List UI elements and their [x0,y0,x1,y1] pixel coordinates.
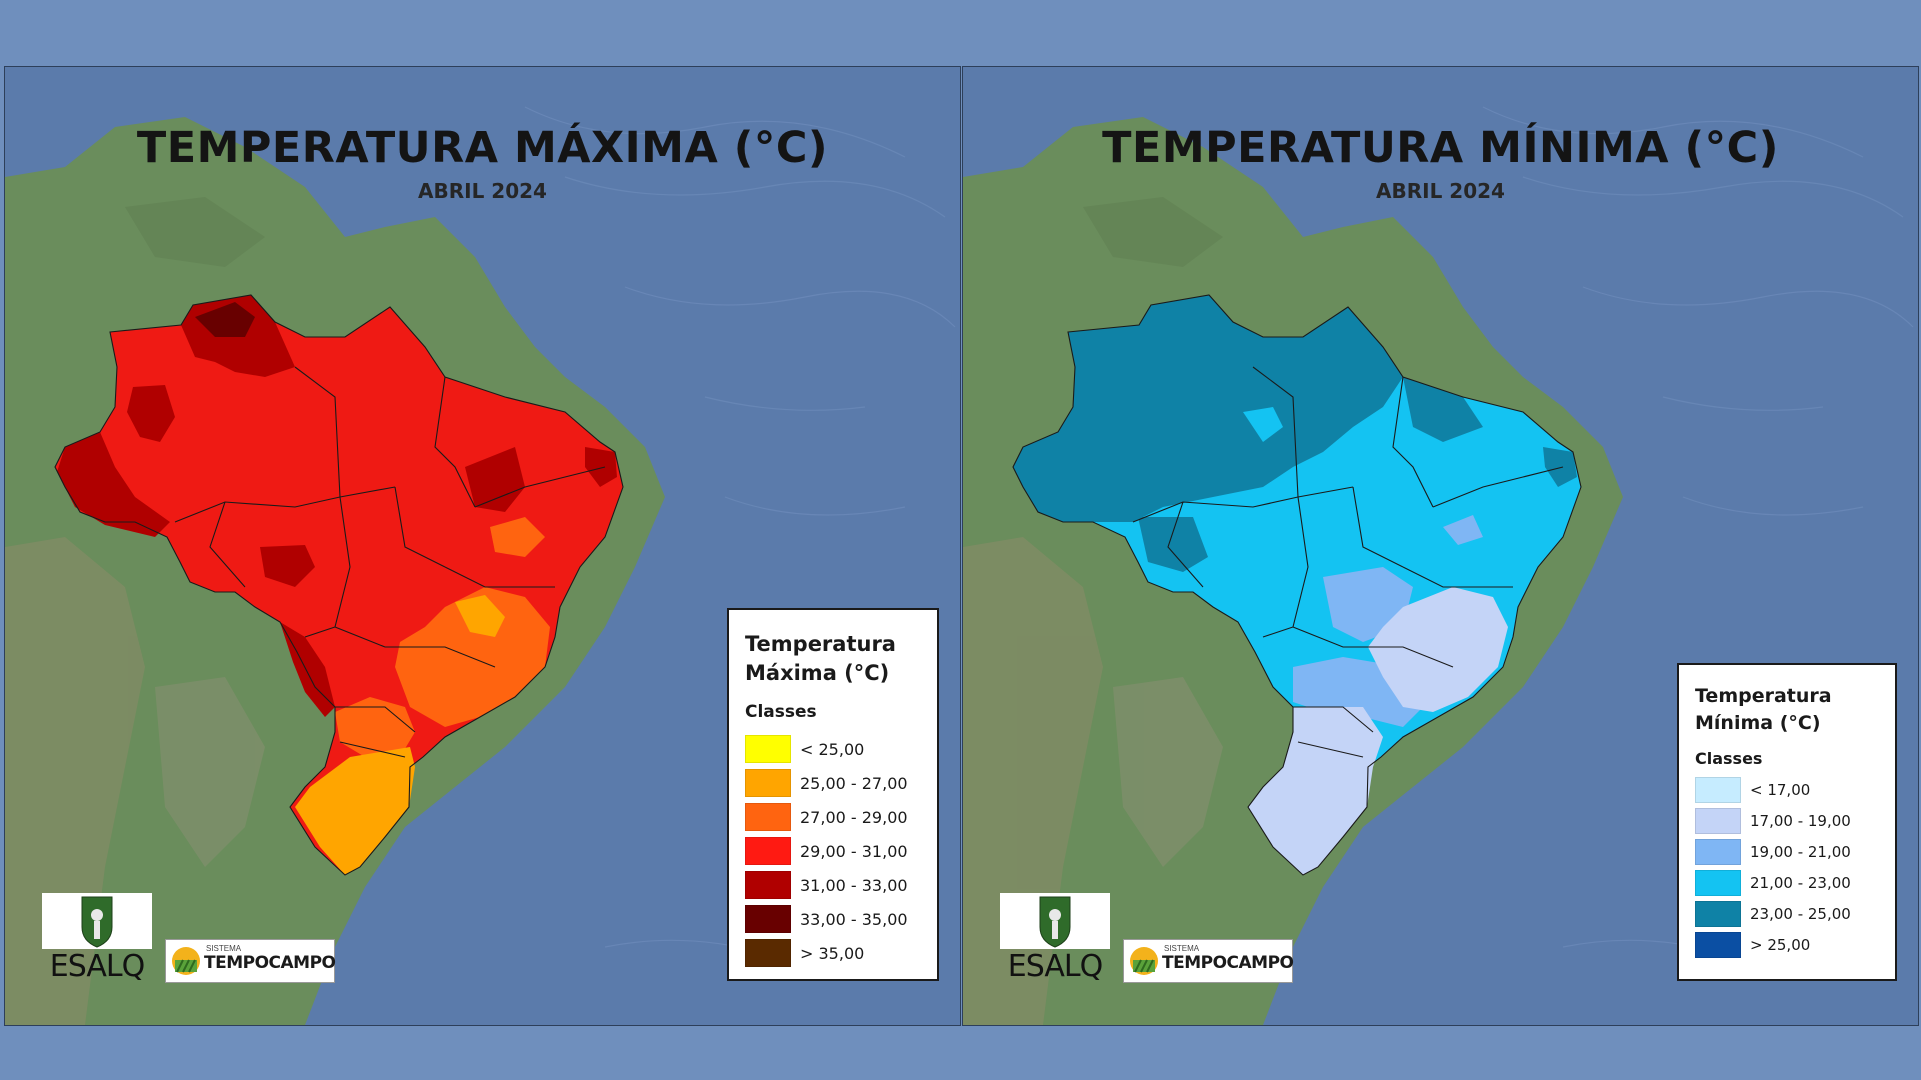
map-subtitle: ABRIL 2024 [418,179,547,203]
legend-label: 31,00 - 33,00 [800,875,908,895]
legend-label: > 25,00 [1750,935,1811,954]
legend-title-line2: Mínima (°C) [1695,712,1821,734]
legend-item: 33,00 - 35,00 [745,902,923,936]
esalq-shield-icon [42,893,152,949]
esalq-wordmark: ESALQ [1007,949,1103,984]
legend-classes-label: Classes [1695,749,1763,768]
legend-item: > 35,00 [745,936,923,970]
terrain-shading [963,197,1223,1025]
region-31-33-coast [585,447,617,487]
legend-swatch [745,837,791,865]
region-17-19-south [1248,707,1383,875]
legend-swatch [1695,900,1741,927]
legend-swatch [745,735,791,763]
legend-label: 33,00 - 35,00 [800,909,908,929]
legend-swatch [1695,838,1741,865]
legend-title-line1: Temperatura [1695,685,1832,707]
region-25-27-minas [455,595,505,637]
map-panel-max: TEMPERATURA MÁXIMA (°C) ABRIL 2024 Tempe… [4,66,961,1026]
map-subtitle: ABRIL 2024 [1376,179,1505,203]
legend-item: 23,00 - 25,00 [1695,898,1881,929]
legend-swatch [745,769,791,797]
legend-swatch [1695,869,1741,896]
legend-label: < 17,00 [1750,780,1811,799]
brazil-classes [1013,295,1581,875]
map-title: TEMPERATURA MÍNIMA (°C) [1102,123,1779,173]
legend-item: 25,00 - 27,00 [745,766,923,800]
region-27-29-southeast [395,587,550,727]
tempocampo-sistema-label: SISTEMA [206,944,242,953]
tempocampo-sistema-label: SISTEMA [1164,944,1200,953]
map-panel-min: TEMPERATURA MÍNIMA (°C) ABRIL 2024 Tempe… [962,66,1919,1026]
legend-title-line2: Máxima (°C) [745,661,890,685]
tempocampo-wordmark: TEMPOCAMPO [1162,953,1294,973]
legend-swatch [1695,931,1741,958]
legend-swatch [745,905,791,933]
legend-title-line1: Temperatura [745,632,896,656]
region-25-27-south [295,747,415,875]
legend-label: < 25,00 [800,739,865,759]
legend-item: 29,00 - 31,00 [745,834,923,868]
legend-item: 21,00 - 23,00 [1695,867,1881,898]
region-17-19-southeast [1368,587,1508,712]
terrain-shading [5,197,265,1025]
region-27-29-south [335,697,415,757]
esalq-wordmark: ESALQ [49,949,145,984]
tempocampo-icon [172,947,200,975]
legend-swatch [745,939,791,967]
tempocampo-logo: SISTEMA TEMPOCAMPO [1123,939,1294,983]
legend-label: 17,00 - 19,00 [1750,811,1851,830]
legend-swatch [745,871,791,899]
region-31-33-northeast [465,447,525,512]
region-31-33-center [260,545,315,587]
tempocampo-logo: SISTEMA TEMPOCAMPO [165,939,336,983]
legend-item: > 25,00 [1695,929,1881,960]
legend-label: 27,00 - 29,00 [800,807,908,827]
brazil-shape-max [55,295,623,875]
state-borders [1012,294,1582,876]
legend-label: 19,00 - 21,00 [1750,842,1851,861]
esalq-logo: ESALQ [42,893,152,984]
region-31-33-west [57,432,170,537]
esalq-shield-icon [1000,893,1110,949]
legend-swatch [745,803,791,831]
region-21-23-amazon [1243,407,1283,442]
legend-item: 27,00 - 29,00 [745,800,923,834]
region-23-25-northeast-coast [1403,377,1483,442]
legend-item: 17,00 - 19,00 [1695,805,1881,836]
region-33-35-north [195,302,255,337]
region-23-25-north [1013,295,1403,522]
legend-item: < 17,00 [1695,774,1881,805]
region-31-33-amazon [127,385,175,442]
legend-swatch [1695,807,1741,834]
legend-label: 29,00 - 31,00 [800,841,908,861]
esalq-logo: ESALQ [1000,893,1110,984]
region-27-29-bahia [490,517,545,557]
region-19-21-northeast [1443,515,1483,545]
legend-label: 21,00 - 23,00 [1750,873,1851,892]
legend-item: 19,00 - 21,00 [1695,836,1881,867]
tempocampo-icon [1130,947,1158,975]
state-borders [54,294,624,876]
legend-label: > 35,00 [800,943,865,963]
map-title: TEMPERATURA MÁXIMA (°C) [136,123,829,173]
max-map [5,67,960,1025]
legend-item: < 25,00 [745,732,923,766]
legend-label: 25,00 - 27,00 [800,773,908,793]
region-23-25-west [1138,517,1208,572]
region-23-25-coast [1543,447,1577,487]
legend-label: 23,00 - 25,00 [1750,904,1851,923]
legend-swatch [1695,776,1741,803]
legend-classes-label: Classes [745,702,817,722]
legend-item: 31,00 - 33,00 [745,868,923,902]
legend: Temperatura Mínima (°C) Classes < 17,00 … [1677,663,1897,981]
legend: Temperatura Máxima (°C) Classes < 25,00 … [727,608,939,981]
tempocampo-wordmark: TEMPOCAMPO [204,953,336,973]
min-map [963,67,1918,1025]
